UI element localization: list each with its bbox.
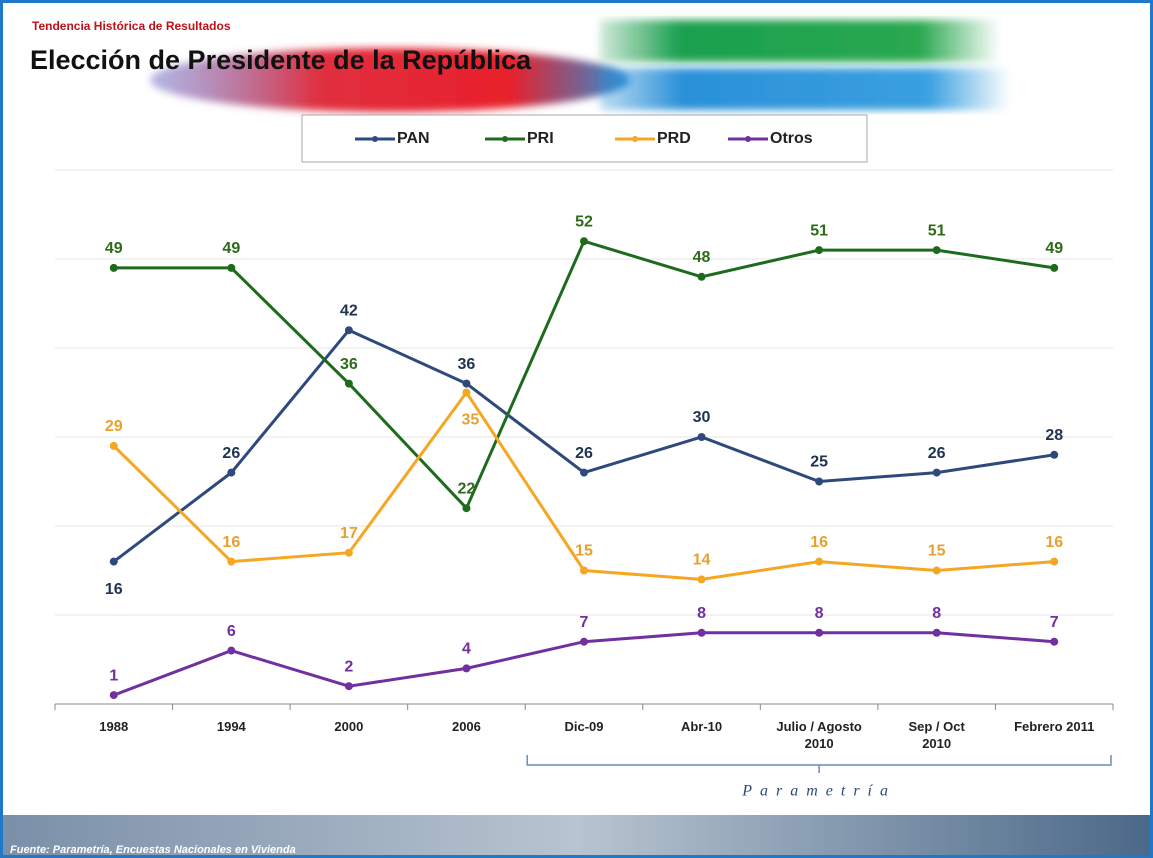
point: [110, 442, 118, 450]
legend-marker: [745, 136, 751, 142]
data-label: 8: [932, 605, 941, 622]
data-label: 14: [693, 552, 711, 569]
data-label: 22: [458, 480, 476, 497]
source: Fuente: Parametría, Encuestas Nacionales…: [10, 844, 296, 856]
banner: [600, 20, 1000, 62]
chart-title: Elección de Presidente de la República: [30, 45, 532, 75]
point: [580, 567, 588, 575]
data-label: 28: [1045, 427, 1063, 444]
point: [698, 433, 706, 441]
data-label: 26: [928, 445, 946, 462]
data-label: 51: [810, 222, 828, 239]
data-label: 16: [222, 534, 240, 551]
data-label: 30: [693, 409, 711, 426]
data-label: 1: [109, 667, 118, 684]
data-label: 16: [105, 581, 123, 598]
data-label: 52: [575, 213, 593, 230]
data-label: 25: [810, 454, 828, 471]
x-tick-label: 1988: [56, 718, 172, 735]
data-label: 7: [1050, 614, 1059, 631]
point: [227, 558, 235, 566]
point: [815, 478, 823, 486]
data-label: 8: [697, 605, 706, 622]
data-label: 7: [580, 614, 589, 631]
data-label: 6: [227, 623, 236, 640]
point: [1050, 558, 1058, 566]
point: [345, 326, 353, 334]
point: [815, 246, 823, 254]
point: [815, 629, 823, 637]
x-tick-label: Sep / Oct 2010: [879, 718, 995, 752]
point: [462, 504, 470, 512]
point: [462, 664, 470, 672]
data-label: 35: [462, 412, 480, 429]
point: [227, 647, 235, 655]
point: [698, 273, 706, 281]
annotation: Parametría: [741, 783, 896, 800]
legend-marker: [632, 136, 638, 142]
data-label: 15: [928, 543, 946, 560]
point: [815, 558, 823, 566]
point: [110, 264, 118, 272]
x-tick-label: 1994: [173, 718, 289, 735]
point: [933, 567, 941, 575]
data-label: 49: [105, 240, 123, 257]
data-label: 16: [810, 534, 828, 551]
series-line: [114, 241, 1054, 508]
x-tick-label: Julio / Agosto 2010: [761, 718, 877, 752]
legend-label: PRD: [657, 130, 691, 147]
data-label: 36: [340, 356, 358, 373]
data-label: 49: [1045, 240, 1063, 257]
legend-label: PAN: [397, 130, 430, 147]
x-tick-label: 2006: [408, 718, 524, 735]
data-label: 17: [340, 525, 358, 542]
point: [580, 469, 588, 477]
point: [110, 691, 118, 699]
point: [462, 389, 470, 397]
data-label: 42: [340, 302, 358, 319]
point: [462, 380, 470, 388]
point: [345, 380, 353, 388]
legend-marker: [502, 136, 508, 142]
kicker: Tendencia Histórica de Resultados: [32, 19, 231, 33]
data-label: 51: [928, 222, 946, 239]
point: [698, 629, 706, 637]
data-label: 49: [222, 240, 240, 257]
data-label: 16: [1045, 534, 1063, 551]
point: [110, 558, 118, 566]
x-tick-label: Abr-10: [644, 718, 760, 735]
data-label: 2: [344, 658, 353, 675]
data-label: 26: [222, 445, 240, 462]
data-label: 48: [693, 249, 711, 266]
point: [580, 237, 588, 245]
legend-marker: [372, 136, 378, 142]
data-label: 26: [575, 445, 593, 462]
point: [580, 638, 588, 646]
bracket: [527, 755, 1111, 773]
point: [1050, 638, 1058, 646]
data-label: 8: [815, 605, 824, 622]
point: [227, 264, 235, 272]
data-label: 15: [575, 543, 593, 560]
point: [345, 682, 353, 690]
data-label: 36: [458, 356, 476, 373]
point: [1050, 264, 1058, 272]
point: [345, 549, 353, 557]
point: [933, 246, 941, 254]
data-label: 29: [105, 418, 123, 435]
point: [227, 469, 235, 477]
x-tick-label: 2000: [291, 718, 407, 735]
legend-label: PRI: [527, 130, 554, 147]
point: [1050, 451, 1058, 459]
x-tick-label: Dic-09: [526, 718, 642, 735]
point: [933, 469, 941, 477]
x-tick-label: Febrero 2011: [996, 718, 1112, 735]
point: [933, 629, 941, 637]
page: Tendencia Histórica de Resultados Elecci…: [0, 0, 1153, 858]
legend-label: Otros: [770, 130, 813, 147]
data-label: 4: [462, 641, 471, 658]
point: [698, 575, 706, 583]
banner: [600, 68, 1010, 110]
